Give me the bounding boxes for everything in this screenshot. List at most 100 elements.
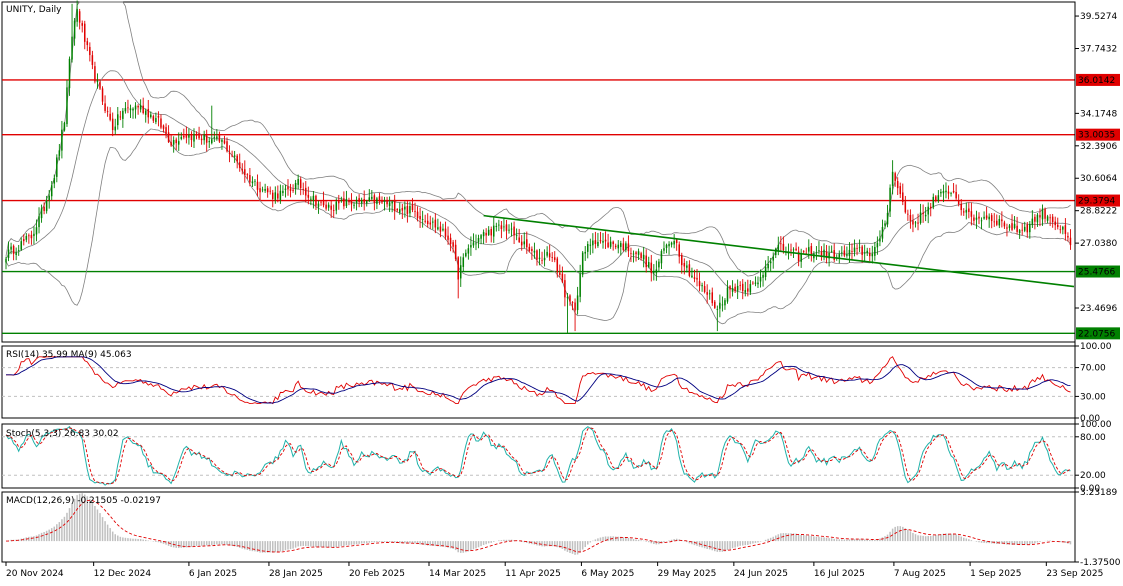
candle-body xyxy=(1018,230,1021,234)
candle-body xyxy=(150,114,152,118)
candle-body xyxy=(627,243,630,252)
candle-body xyxy=(780,243,782,245)
candle xyxy=(675,238,678,251)
candle-body xyxy=(401,207,404,211)
candle-body xyxy=(1034,216,1036,222)
candle xyxy=(416,206,419,222)
candle xyxy=(299,176,302,196)
candle-body xyxy=(635,252,637,255)
candle-body xyxy=(993,221,996,223)
candle xyxy=(1044,207,1046,223)
candle xyxy=(419,207,421,228)
candle xyxy=(823,243,825,261)
candle-body xyxy=(688,264,691,276)
rsi-ma-line xyxy=(6,356,1071,404)
candle-body xyxy=(879,238,881,242)
candle-body xyxy=(452,242,454,247)
candle xyxy=(703,281,706,294)
candle xyxy=(571,301,574,311)
candle xyxy=(99,80,101,91)
candle-body xyxy=(40,208,43,219)
candle-body xyxy=(978,216,980,219)
candle-body xyxy=(747,288,749,292)
candle xyxy=(950,191,952,197)
candle xyxy=(449,233,452,252)
candle xyxy=(891,160,894,195)
trendline-layer[interactable] xyxy=(483,214,1075,288)
candle-body xyxy=(444,228,447,237)
candle-body xyxy=(589,244,592,246)
candle-body xyxy=(68,58,71,89)
candle xyxy=(444,221,447,240)
candle xyxy=(536,249,538,266)
candle xyxy=(320,200,322,206)
candle-body xyxy=(17,250,20,251)
candle xyxy=(180,132,183,141)
candle xyxy=(457,256,459,299)
candle xyxy=(515,228,518,241)
macd-pane: 3.23189 -1.37500 xyxy=(5,488,1121,568)
candle-body xyxy=(617,244,620,249)
candle-body xyxy=(307,194,310,198)
candle-body xyxy=(650,262,653,274)
candle xyxy=(327,202,330,211)
candle xyxy=(513,221,515,245)
candle-body xyxy=(89,46,91,56)
candle-body xyxy=(952,190,955,193)
candle xyxy=(1031,210,1034,228)
candle xyxy=(876,236,879,255)
candle-body xyxy=(134,105,137,110)
candle xyxy=(587,241,589,259)
candle xyxy=(686,260,688,273)
candle xyxy=(561,266,564,284)
candle xyxy=(775,247,777,259)
candle-body xyxy=(815,252,818,254)
candle xyxy=(490,226,492,243)
candle-body xyxy=(889,187,891,212)
candle xyxy=(236,154,238,169)
candle xyxy=(200,134,203,145)
candle-body xyxy=(330,205,332,210)
candle-body xyxy=(459,265,462,279)
candle xyxy=(94,61,96,84)
titles: UNITY, Daily RSI(14) 35.99 MA(9) 45.063 … xyxy=(6,5,161,506)
candle-body xyxy=(386,200,388,205)
candle xyxy=(38,207,40,234)
candle-body xyxy=(30,234,33,239)
level-label: 25.4766 xyxy=(1076,265,1120,278)
candle xyxy=(71,3,73,63)
candles[interactable] xyxy=(5,0,1072,333)
x-tick-label: 11 Apr 2025 xyxy=(505,569,561,579)
candle-body xyxy=(432,221,434,223)
stoch-tick-label: 0.00 xyxy=(1080,484,1100,494)
candle xyxy=(772,252,774,269)
candle-body xyxy=(917,222,919,224)
candle xyxy=(782,236,785,254)
candle xyxy=(203,130,205,145)
candle-body xyxy=(660,251,663,264)
x-tick-label: 20 Nov 2024 xyxy=(6,569,64,579)
candle-body xyxy=(782,243,785,251)
candle-body xyxy=(236,155,238,162)
candle xyxy=(50,180,53,201)
stoch-title: Stoch(5,3,3) 26.83 30.02 xyxy=(6,429,119,439)
candle xyxy=(1006,223,1008,237)
candle-body xyxy=(28,235,30,237)
candle-body xyxy=(129,108,132,111)
candle-body xyxy=(7,249,10,258)
candle-body xyxy=(277,193,279,199)
candle-body xyxy=(20,241,23,250)
candle-body xyxy=(91,55,94,65)
candle-body xyxy=(73,20,76,39)
candle xyxy=(592,233,594,254)
candle xyxy=(378,192,381,205)
candle xyxy=(528,243,531,253)
candle-body xyxy=(955,191,957,199)
candle xyxy=(426,213,429,228)
candle-body xyxy=(736,285,739,291)
candle-body xyxy=(531,248,533,251)
candle xyxy=(759,269,762,288)
candle-body xyxy=(399,209,401,213)
candle xyxy=(800,248,802,268)
